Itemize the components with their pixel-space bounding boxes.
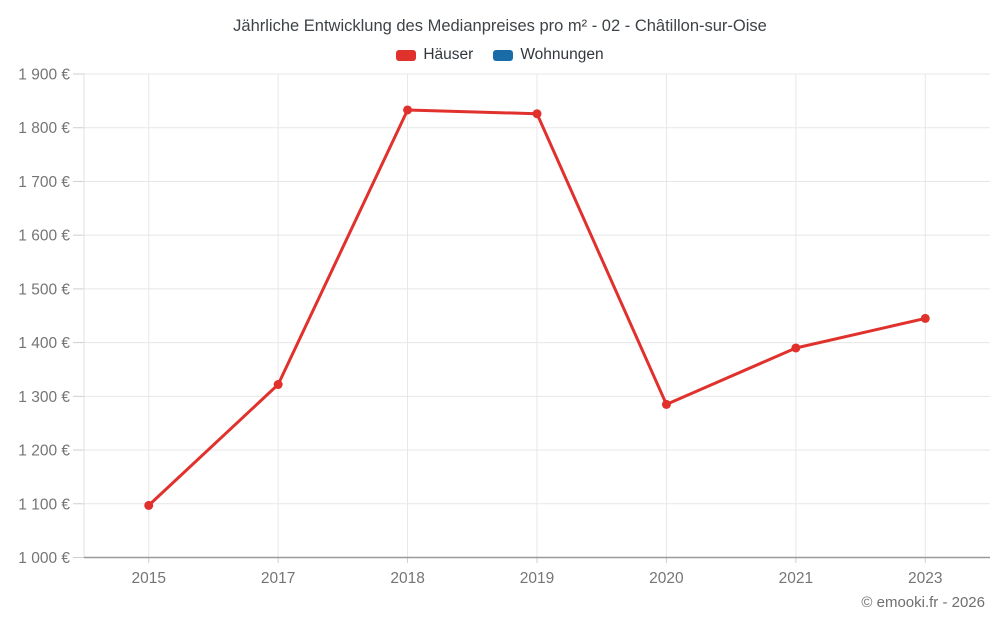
- data-point-häuser-2015[interactable]: [144, 500, 154, 510]
- legend-swatch-wohnungen-icon: [493, 49, 514, 61]
- x-axis-tick-label: 2018: [390, 570, 424, 587]
- x-axis-tick-label: 2015: [131, 570, 165, 587]
- x-axis-tick-label: 2021: [779, 570, 813, 587]
- legend-item-wohnungen[interactable]: Wohnungen: [493, 46, 604, 64]
- x-axis-tick-label: 2023: [908, 570, 942, 587]
- legend-item-haeuser[interactable]: Häuser: [396, 46, 473, 64]
- x-axis-tick-label: 2020: [649, 570, 684, 587]
- y-axis-tick-label: 1 700 €: [18, 174, 70, 191]
- legend-swatch-haeuser-icon: [396, 49, 417, 61]
- y-axis-tick-label: 1 500 €: [18, 281, 70, 298]
- y-axis-tick-label: 1 200 €: [18, 443, 70, 460]
- y-axis-tick-label: 1 400 €: [18, 335, 70, 352]
- x-axis-tick-label: 2019: [520, 570, 554, 587]
- legend-label-haeuser: Häuser: [423, 46, 474, 63]
- data-point-häuser-2020[interactable]: [661, 399, 671, 409]
- data-point-häuser-2023[interactable]: [920, 313, 930, 323]
- legend-label-wohnungen: Wohnungen: [520, 46, 604, 63]
- legend: Häuser Wohnungen: [0, 46, 1000, 64]
- copyright: © emooki.fr - 2026: [861, 594, 985, 611]
- data-point-häuser-2021[interactable]: [791, 343, 801, 353]
- y-axis-tick-label: 1 900 €: [18, 67, 70, 84]
- data-point-häuser-2018[interactable]: [403, 105, 413, 115]
- y-axis-tick-label: 1 300 €: [18, 389, 70, 406]
- data-point-häuser-2019[interactable]: [532, 109, 542, 119]
- y-axis-tick-label: 1 600 €: [18, 228, 70, 245]
- y-axis-tick-label: 1 000 €: [18, 550, 70, 567]
- y-axis-tick-label: 1 100 €: [18, 496, 70, 513]
- x-axis-tick-label: 2017: [261, 570, 295, 587]
- chart-title: Jährliche Entwicklung des Medianpreises …: [233, 17, 767, 35]
- y-axis-tick-label: 1 800 €: [18, 120, 70, 137]
- data-point-häuser-2017[interactable]: [273, 380, 283, 390]
